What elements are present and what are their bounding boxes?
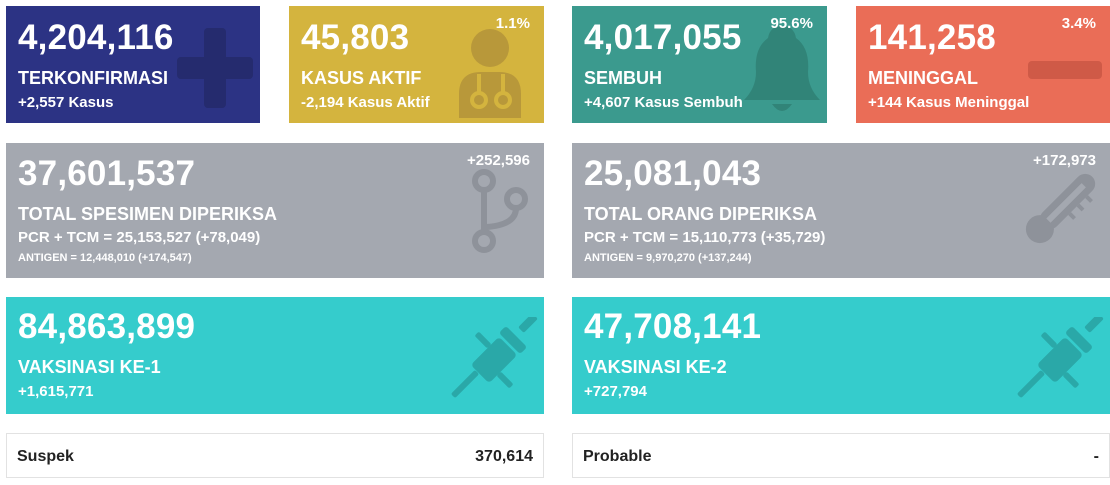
doctor-icon	[457, 28, 523, 118]
vaksinasi-1-delta: +1,615,771	[18, 383, 94, 400]
kasus-aktif-delta: -2,194 Kasus Aktif	[301, 94, 430, 111]
terkonfirmasi-delta: +2,557 Kasus	[18, 94, 114, 111]
bell-icon	[744, 26, 820, 112]
spesimen-antigen: ANTIGEN = 12,448,010 (+174,547)	[18, 252, 192, 264]
orang-delta: +172,973	[1033, 152, 1096, 169]
probable-value: -	[1093, 448, 1099, 465]
vaksinasi-2-label: VAKSINASI KE-2	[584, 357, 727, 377]
orang-label: TOTAL ORANG DIPERIKSA	[584, 204, 818, 224]
syringe-icon	[448, 317, 540, 409]
minus-icon	[1028, 61, 1102, 79]
kasus-aktif-label: KASUS AKTIF	[301, 68, 422, 88]
orang-pcr: PCR + TCM = 15,110,773 (+35,729)	[584, 229, 826, 246]
vaksinasi-1-value: 84,863,899	[18, 307, 196, 346]
spesimen-label: TOTAL SPESIMEN DIPERIKSA	[18, 204, 278, 224]
suspek-label: Suspek	[17, 448, 74, 465]
syringe-icon	[1014, 317, 1106, 409]
terkonfirmasi-label: TERKONFIRMASI	[18, 68, 168, 88]
suspek-row: Suspek 370,614	[6, 433, 544, 478]
suspek-value: 370,614	[475, 448, 533, 465]
sembuh-delta: +4,607 Kasus Sembuh	[584, 94, 743, 111]
spesimen-card: +252,596 37,601,537 TOTAL SPESIMEN DIPER…	[6, 143, 544, 278]
terkonfirmasi-value: 4,204,116	[18, 18, 174, 57]
meninggal-delta: +144 Kasus Meninggal	[868, 94, 1030, 111]
probable-label: Probable	[583, 448, 652, 465]
spesimen-pcr: PCR + TCM = 25,153,527 (+78,049)	[18, 229, 261, 246]
sembuh-percent: 95.6%	[770, 15, 813, 32]
kasus-aktif-value: 45,803	[301, 18, 410, 57]
spesimen-value: 37,601,537	[18, 154, 196, 193]
vaksinasi-2-value: 47,708,141	[584, 307, 762, 346]
orang-value: 25,081,043	[584, 154, 762, 193]
sembuh-card: 95.6% 4,017,055 SEMBUH +4,607 Kasus Semb…	[572, 6, 827, 123]
sembuh-value: 4,017,055	[584, 18, 742, 57]
thermometer-icon	[1016, 167, 1102, 253]
meninggal-card: 3.4% 141,258 MENINGGAL +144 Kasus Mening…	[856, 6, 1110, 123]
orang-card: +172,973 25,081,043 TOTAL ORANG DIPERIKS…	[572, 143, 1110, 278]
terkonfirmasi-card: 4,204,116 TERKONFIRMASI +2,557 Kasus	[6, 6, 260, 123]
spesimen-delta: +252,596	[467, 152, 530, 169]
meninggal-label: MENINGGAL	[868, 68, 978, 88]
vaksinasi-1-label: VAKSINASI KE-1	[18, 357, 161, 377]
vaksinasi-1-card: 84,863,899 VAKSINASI KE-1 +1,615,771	[6, 297, 544, 414]
probable-row: Probable -	[572, 433, 1110, 478]
vaksinasi-2-delta: +727,794	[584, 383, 647, 400]
plus-icon	[177, 28, 253, 108]
meninggal-percent: 3.4%	[1061, 15, 1096, 32]
sembuh-label: SEMBUH	[584, 68, 663, 88]
kasus-aktif-percent: 1.1%	[495, 15, 530, 32]
orang-antigen: ANTIGEN = 9,970,270 (+137,244)	[584, 252, 752, 264]
branch-icon	[464, 169, 534, 253]
kasus-aktif-card: 1.1% 45,803 KASUS AKTIF -2,194 Kasus Akt…	[289, 6, 544, 123]
meninggal-value: 141,258	[868, 18, 996, 57]
vaksinasi-2-card: 47,708,141 VAKSINASI KE-2 +727,794	[572, 297, 1110, 414]
